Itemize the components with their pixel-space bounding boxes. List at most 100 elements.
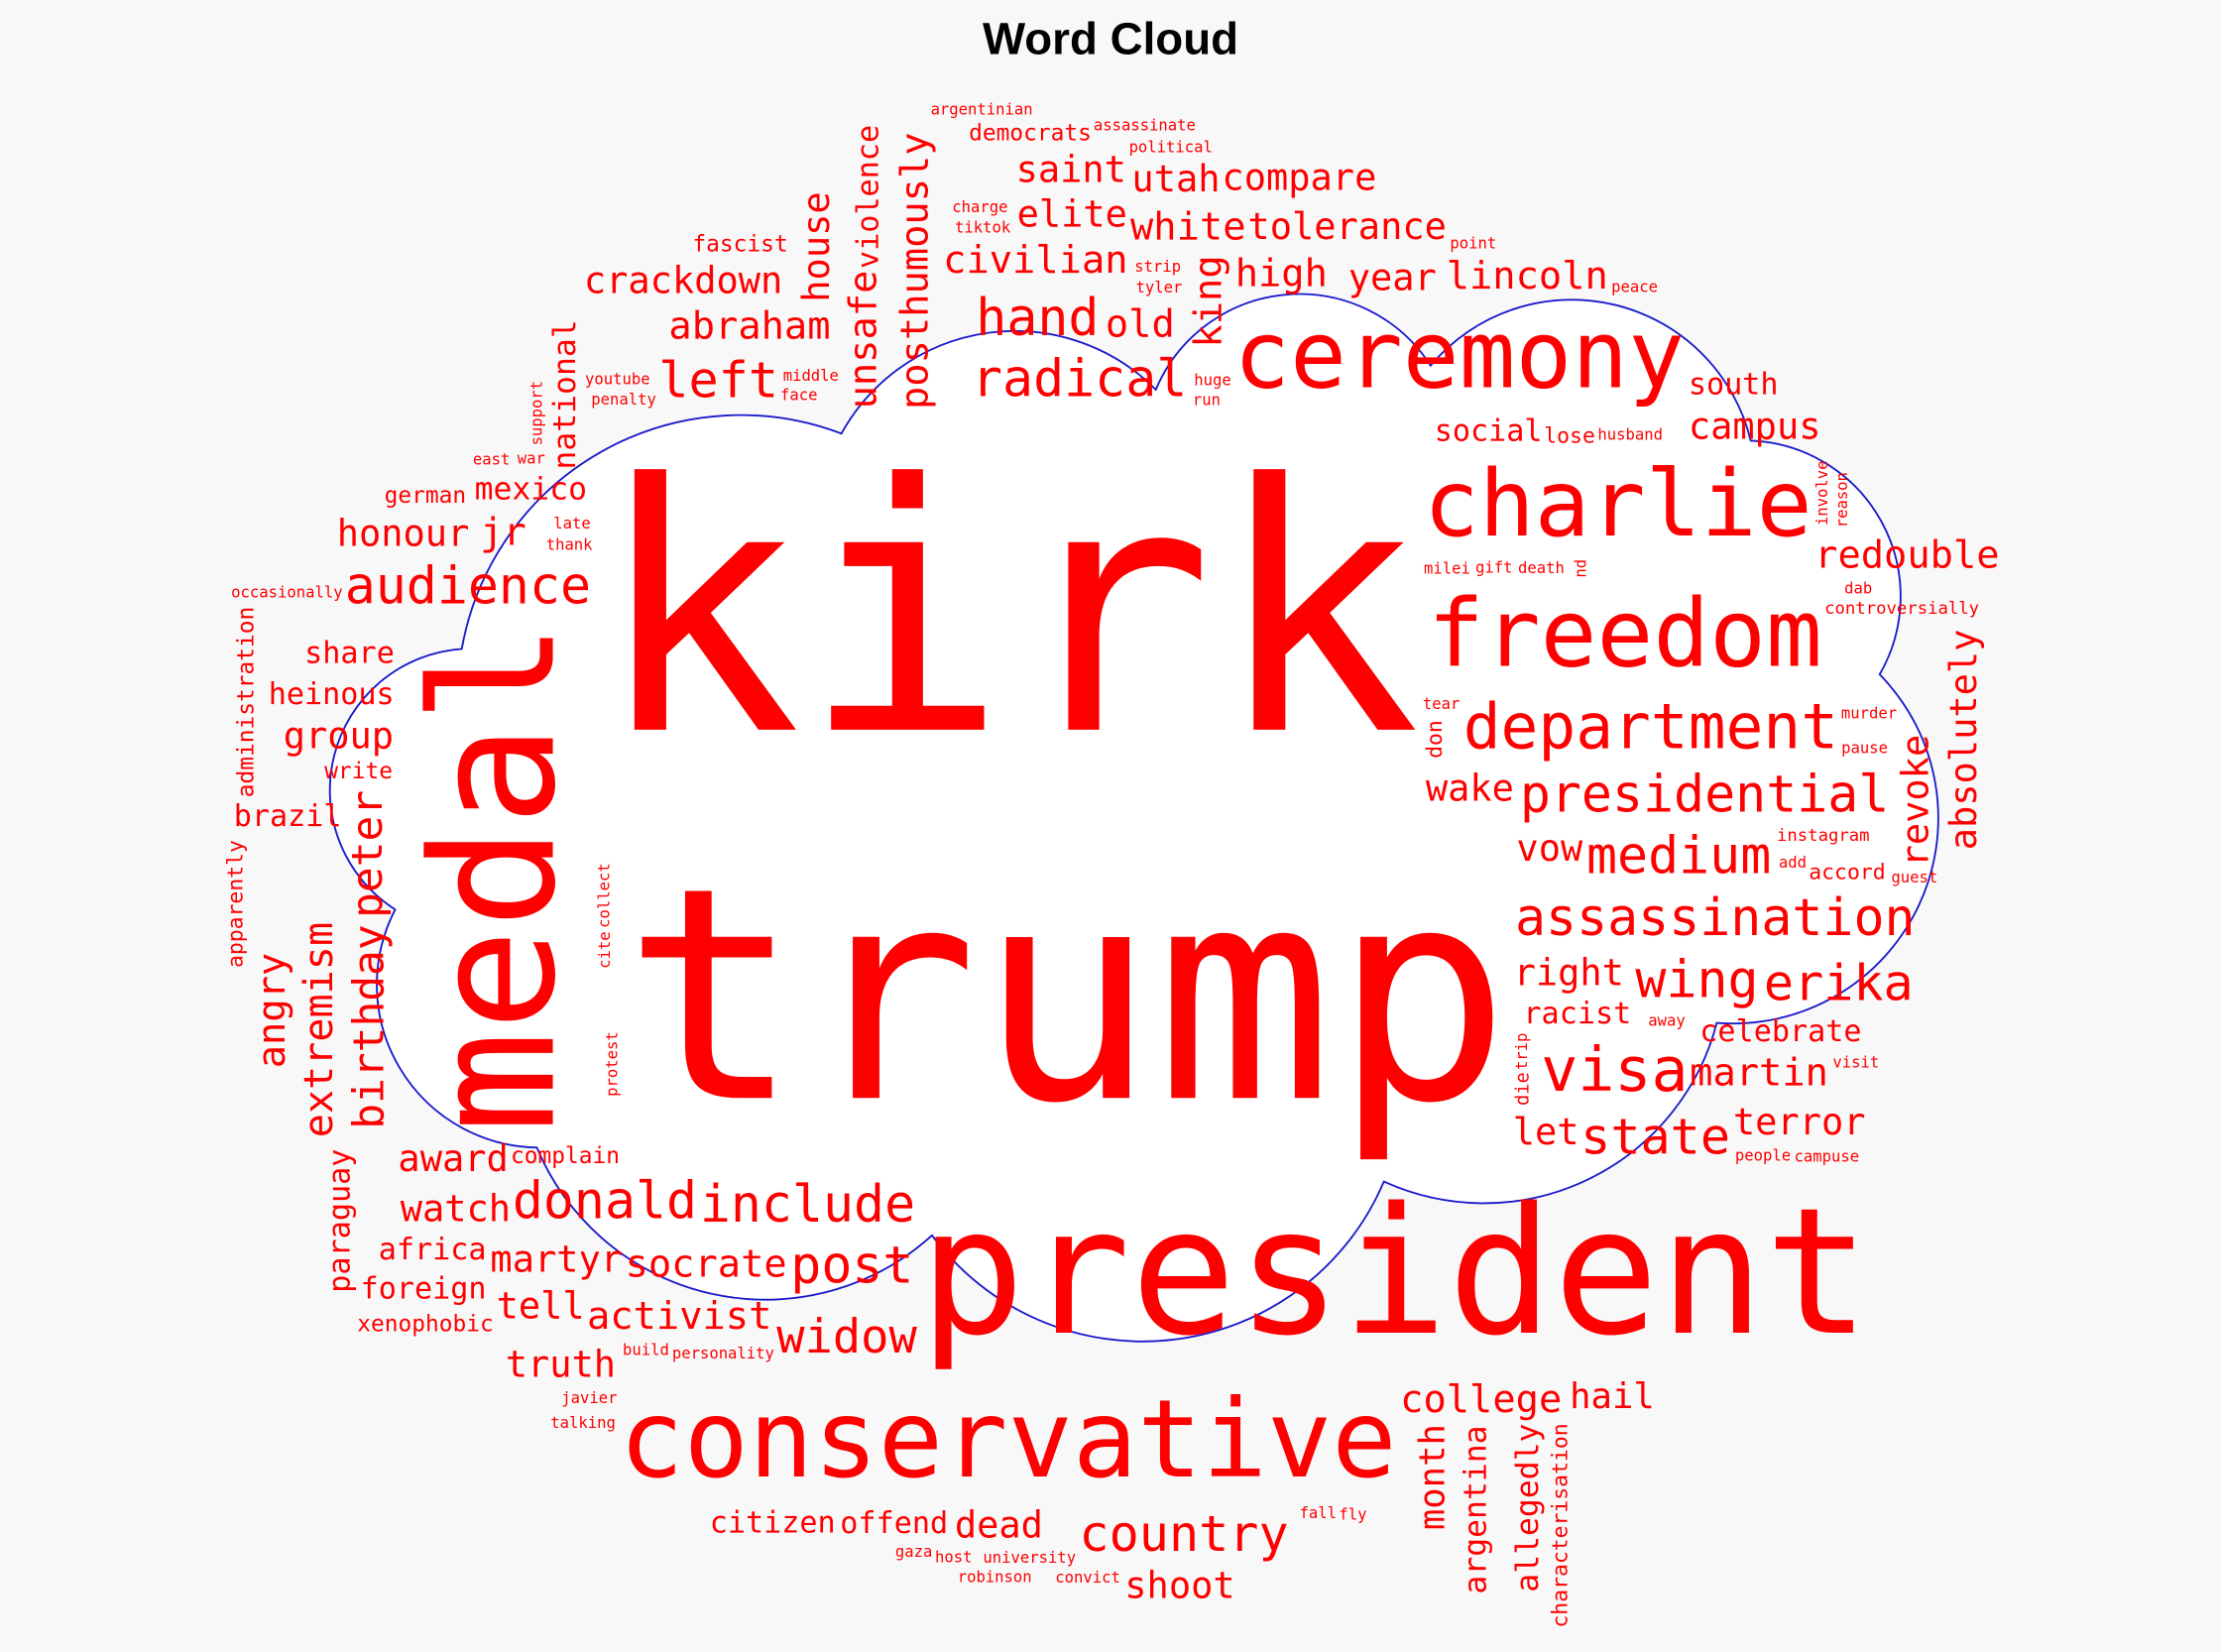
word-martyr: martyr — [490, 1239, 623, 1281]
word-dab: dab — [1844, 579, 1872, 597]
word-don: don — [1423, 720, 1448, 759]
word-east: east — [473, 450, 510, 468]
word-husband: husband — [1597, 425, 1663, 443]
word-late: late — [553, 515, 590, 532]
word-tear: tear — [1423, 695, 1460, 713]
word-king: king — [1186, 255, 1230, 347]
word-run: run — [1193, 392, 1221, 410]
word-wake: wake — [1426, 767, 1514, 809]
word-angry: angry — [250, 953, 294, 1069]
word-audience: audience — [345, 557, 591, 617]
word-pause: pause — [1841, 740, 1888, 758]
word-political: political — [1129, 138, 1213, 156]
word-conservative: conservative — [619, 1376, 1396, 1502]
word-fall: fall — [1300, 1504, 1337, 1522]
word-peter: peter — [343, 790, 393, 918]
word-medium: medium — [1586, 826, 1771, 885]
word-complain: complain — [511, 1143, 620, 1169]
word-instagram: instagram — [1777, 826, 1870, 846]
word-presidential: presidential — [1520, 765, 1890, 824]
word-involve: involve — [1813, 461, 1831, 527]
word-tiktok: tiktok — [955, 218, 1011, 236]
word-gaza: gaza — [895, 1543, 932, 1561]
word-tyler: tyler — [1136, 279, 1183, 296]
word-personality: personality — [672, 1345, 774, 1362]
word-controversially: controversially — [1824, 599, 1979, 619]
word-extremism: extremism — [296, 922, 342, 1137]
word-erika: erika — [1764, 954, 1914, 1012]
word-thank: thank — [546, 535, 593, 553]
word-robinson: robinson — [958, 1569, 1032, 1587]
word-medal: medal — [397, 622, 594, 1133]
word-left: left — [658, 351, 778, 410]
word-milei: milei — [1424, 560, 1470, 578]
word-house: house — [795, 191, 838, 301]
word-include: include — [700, 1175, 915, 1235]
word-terror: terror — [1733, 1101, 1866, 1143]
word-department: department — [1463, 690, 1838, 763]
word-wing: wing — [1635, 951, 1758, 1010]
word-year: year — [1348, 256, 1437, 298]
word-fascist: fascist — [692, 231, 787, 257]
word-talking: talking — [550, 1414, 616, 1432]
word-citizen: citizen — [710, 1506, 836, 1541]
word-award: award — [398, 1137, 508, 1180]
word-post: post — [790, 1237, 913, 1296]
word-heinous: heinous — [269, 677, 395, 712]
word-host: host — [935, 1549, 972, 1567]
word-country: country — [1079, 1504, 1288, 1563]
word-martin: martin — [1690, 1051, 1828, 1096]
word-peace: peace — [1611, 279, 1658, 296]
word-high: high — [1235, 252, 1328, 296]
word-africa: africa — [379, 1233, 487, 1267]
word-support: support — [527, 381, 545, 446]
word-president: president — [919, 1170, 1870, 1374]
word-assassination: assassination — [1515, 888, 1916, 948]
word-absolutely: absolutely — [1942, 630, 1985, 851]
word-south: south — [1689, 368, 1779, 403]
word-right: right — [1514, 952, 1624, 995]
word-huge: huge — [1194, 372, 1230, 390]
word-convict: convict — [1055, 1569, 1120, 1587]
word-fly: fly — [1339, 1505, 1366, 1523]
word-vow: vow — [1516, 827, 1583, 870]
word-old: old — [1106, 302, 1175, 347]
word-collect: collect — [595, 863, 613, 928]
word-posthumously: posthumously — [893, 132, 938, 410]
word-tell: tell — [497, 1285, 585, 1328]
word-ceremony: ceremony — [1233, 300, 1685, 410]
word-dead: dead — [955, 1503, 1043, 1546]
word-elite: elite — [1017, 193, 1127, 236]
word-face: face — [780, 387, 817, 405]
word-unsafe: unsafe — [841, 271, 885, 410]
word-death: death — [1518, 559, 1565, 577]
word-abraham: abraham — [668, 303, 830, 348]
word-let: let — [1513, 1111, 1579, 1153]
word-redouble: redouble — [1814, 532, 1999, 577]
word-xenophobic: xenophobic — [357, 1311, 494, 1337]
word-lincoln: lincoln — [1447, 254, 1608, 298]
word-white: white — [1130, 205, 1246, 250]
word-racist: racist — [1523, 997, 1631, 1031]
word-away: away — [1648, 1012, 1685, 1030]
word-month: month — [1413, 1424, 1454, 1530]
word-cite: cite — [596, 931, 614, 968]
word-compare: compare — [1222, 156, 1376, 198]
word-mexico: mexico — [475, 471, 587, 507]
word-die: die — [1512, 1072, 1533, 1106]
word-brazil: brazil — [234, 799, 342, 834]
word-jr: jr — [480, 510, 526, 554]
word-charlie: charlie — [1424, 450, 1812, 557]
word-socrate: socrate — [626, 1241, 787, 1286]
word-civilian: civilian — [943, 238, 1127, 283]
word-democrats: democrats — [969, 121, 1092, 147]
word-nd: nd — [1572, 559, 1589, 578]
word-reason: reason — [1833, 472, 1851, 528]
word-truth: truth — [506, 1343, 616, 1385]
word-watch: watch — [401, 1187, 511, 1230]
word-middle: middle — [783, 367, 839, 385]
word-university: university — [983, 1549, 1076, 1567]
word-war: war — [518, 450, 545, 468]
